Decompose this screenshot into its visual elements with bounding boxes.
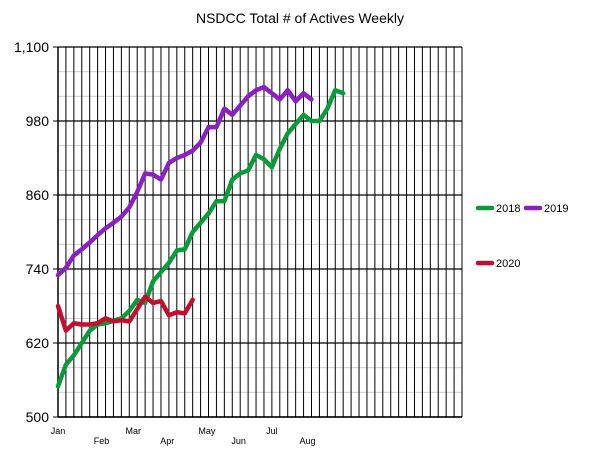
legend: 2018 2019 2020 [475,203,568,270]
series-line-2020 [55,294,195,333]
x-tick-label: Jun [231,436,246,446]
series-lines [55,84,346,389]
legend-label-2018: 2018 [496,203,520,215]
y-tick-label: 980 [26,113,50,129]
y-tick-label: 500 [26,409,50,425]
y-tick-label: 620 [26,335,50,351]
plot-area [58,47,462,417]
y-tick-label: 860 [26,187,50,203]
x-tick-label: Apr [160,436,174,446]
x-tick-label: Jul [266,426,278,436]
x-tick-label: Jan [51,426,66,436]
x-axis-ticks: Jan Feb Mar Apr May Jun Jul Aug [51,426,316,446]
series-line-2019 [55,84,314,278]
chart-title: NSDCC Total # of Actives Weekly [196,10,404,26]
x-tick-label: May [198,426,216,436]
x-tick-label: Mar [126,426,142,436]
legend-label-2020: 2020 [496,258,520,270]
x-tick-label: Aug [300,436,316,446]
legend-label-2019: 2019 [544,203,568,215]
x-tick-label: Feb [94,436,110,446]
grid-lines [57,46,463,418]
y-axis-ticks: 500 620 740 860 980 1,100 [14,39,58,425]
series-line-2018 [55,87,346,389]
y-tick-label: 1,100 [14,39,49,55]
y-tick-label: 740 [26,261,50,277]
